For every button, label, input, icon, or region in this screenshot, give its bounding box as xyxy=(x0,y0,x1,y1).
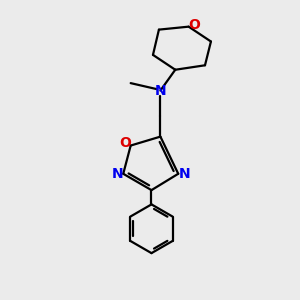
Text: O: O xyxy=(188,18,200,32)
Text: O: O xyxy=(119,136,131,150)
Text: N: N xyxy=(112,167,123,181)
Text: N: N xyxy=(154,84,166,98)
Text: N: N xyxy=(178,167,190,181)
